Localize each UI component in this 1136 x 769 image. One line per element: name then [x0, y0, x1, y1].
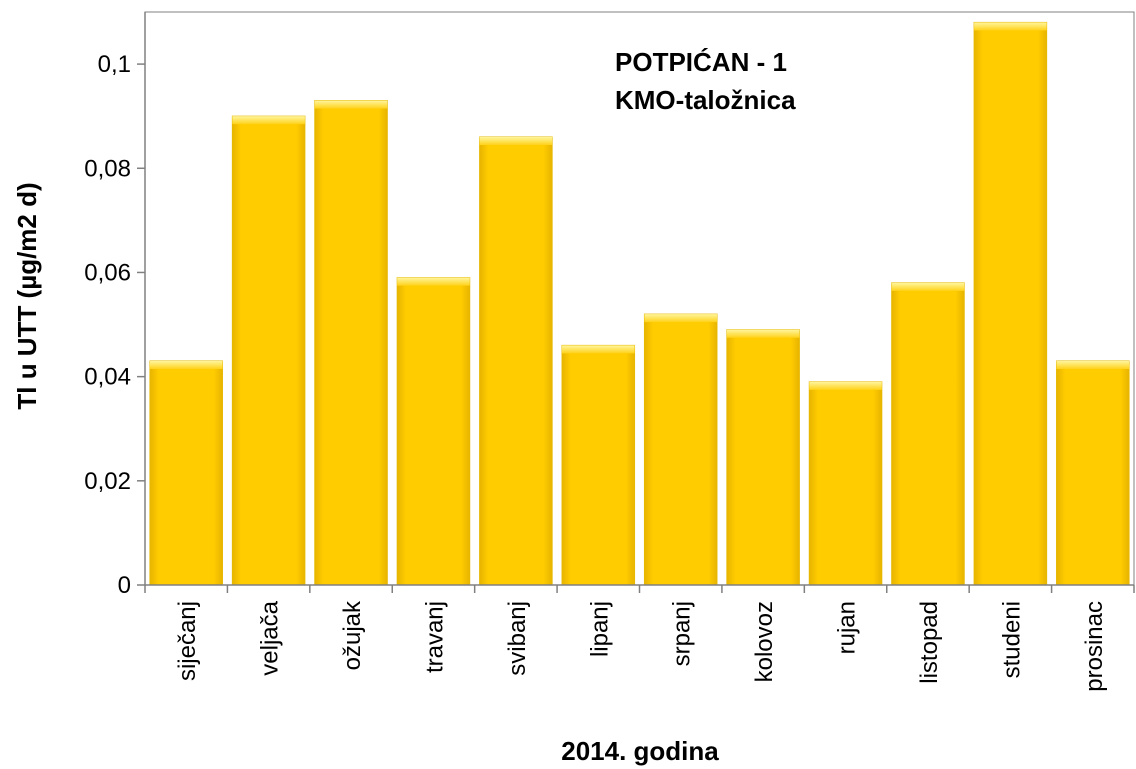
y-tick-label: 0,06 — [84, 259, 131, 286]
y-tick-label: 0,04 — [84, 364, 131, 391]
bar-5 — [561, 344, 636, 586]
bar-6 — [643, 313, 718, 586]
bar-top-highlight — [149, 361, 223, 370]
bar-top-highlight — [479, 137, 553, 146]
x-category-label: kolovoz — [751, 601, 778, 682]
bar-0 — [149, 360, 223, 586]
bar-body — [726, 329, 800, 586]
bar-top-highlight — [974, 22, 1047, 31]
x-category-label: studeni — [998, 601, 1025, 678]
bar-body — [314, 100, 388, 586]
x-category-label: rujan — [834, 601, 861, 654]
bar-7 — [726, 329, 800, 586]
bar-9 — [891, 282, 965, 586]
x-ticks-layer — [144, 585, 1135, 593]
bars-layer — [149, 21, 1130, 586]
x-labels-layer: siječanj veljača ožujak travanj svibanj lipan… — [174, 600, 1108, 692]
y-tick-label: 0,08 — [84, 155, 131, 182]
x-category-label: ožujak — [339, 600, 366, 670]
bar-top-highlight — [726, 329, 800, 338]
bar-body — [396, 277, 471, 586]
x-category-label: svibanj — [504, 601, 531, 676]
bar-top-highlight — [891, 282, 965, 291]
chart-annotation-line-2: KMO-taložnica — [615, 85, 796, 115]
bar-body — [973, 21, 1048, 586]
bar-body — [891, 282, 965, 586]
bar-8 — [808, 381, 883, 586]
y-tick-label: 0 — [118, 572, 131, 599]
bar-body — [1056, 360, 1130, 586]
x-category-label: srpanj — [669, 601, 696, 666]
x-category-label: lipanj — [586, 601, 613, 657]
bar-top-highlight — [232, 116, 305, 125]
bar-body — [479, 136, 553, 586]
bar-top-highlight — [1056, 361, 1130, 370]
bar-top-highlight — [644, 314, 717, 323]
x-category-label: listopad — [916, 601, 943, 684]
bar-body — [149, 360, 223, 586]
bar-top-highlight — [562, 345, 635, 354]
y-tick-label: 0,1 — [98, 51, 131, 78]
bar-body — [808, 381, 883, 586]
bar-10 — [973, 21, 1048, 586]
bar-body — [643, 313, 718, 586]
bar-11 — [1056, 360, 1130, 586]
bar-top-highlight — [314, 100, 388, 109]
chart-annotation-line-1: POTPIĆAN - 1 — [615, 47, 787, 77]
x-category-label: travanj — [421, 601, 448, 673]
bar-4 — [479, 136, 553, 586]
y-axis-title: Tl u UTT (µg/m2 d) — [12, 182, 42, 409]
y-ticks-layer: 0 0,02 0,04 0,06 0,08 0,1 — [84, 51, 145, 599]
bar-1 — [231, 115, 306, 586]
bar-2 — [314, 100, 388, 586]
x-category-label: veljača — [257, 600, 284, 675]
x-axis-title: 2014. godina — [561, 736, 719, 766]
bar-3 — [396, 277, 471, 586]
bar-body — [561, 344, 636, 586]
x-category-label: siječanj — [174, 601, 201, 681]
bar-body — [231, 115, 306, 586]
bar-top-highlight — [397, 277, 470, 286]
bar-top-highlight — [809, 381, 882, 390]
x-category-label: prosinac — [1081, 601, 1108, 692]
y-tick-label: 0,02 — [84, 468, 131, 495]
